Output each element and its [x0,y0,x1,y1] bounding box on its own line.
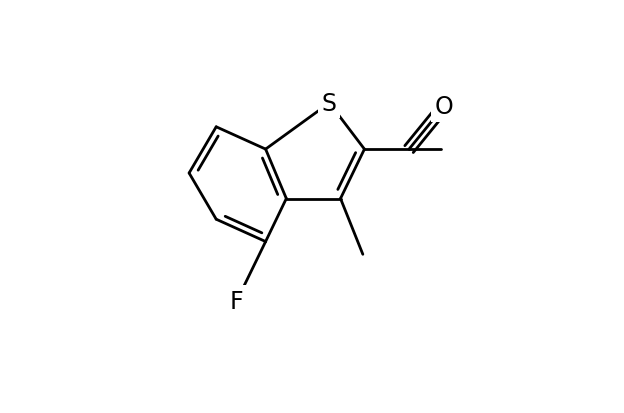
Text: O: O [435,95,454,119]
Text: F: F [230,289,244,313]
Text: S: S [322,92,337,116]
